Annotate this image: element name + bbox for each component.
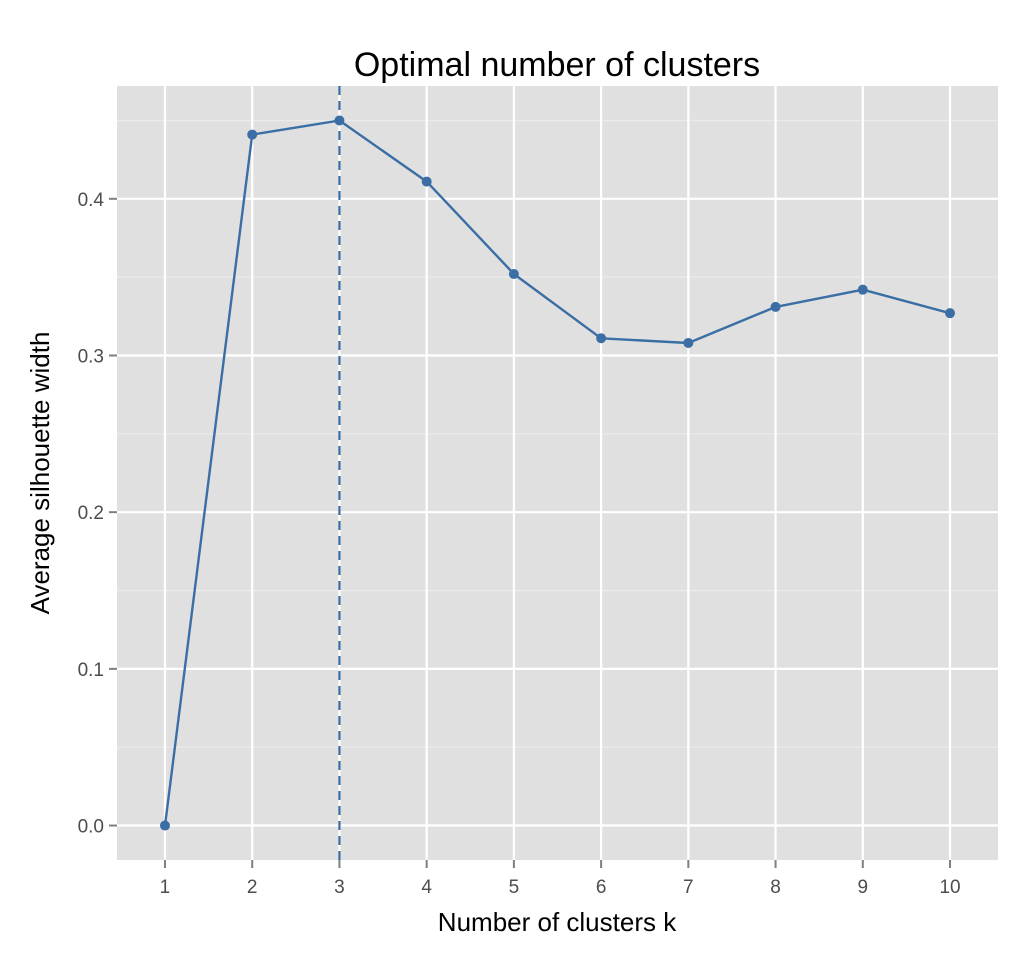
y-tick-label: 0.1 xyxy=(78,660,104,681)
data-point xyxy=(857,284,868,295)
x-tick-label: 9 xyxy=(858,877,869,898)
data-point xyxy=(159,820,170,831)
y-tick-label: 0.0 xyxy=(78,817,104,838)
data-point xyxy=(770,301,781,312)
plot-panel xyxy=(117,86,998,860)
data-point xyxy=(596,333,607,344)
x-tick-label: 4 xyxy=(421,877,432,898)
chart-title: Optimal number of clusters xyxy=(354,46,760,84)
minor-gridlines xyxy=(117,119,998,748)
data-point xyxy=(508,269,519,280)
data-point xyxy=(421,176,432,187)
series-layer xyxy=(159,115,956,831)
x-axis-ticks: 1 2 3 4 5 6 7 8 9 10 xyxy=(160,860,961,898)
x-axis-title: Number of clusters k xyxy=(438,907,677,937)
series-line xyxy=(163,119,951,826)
y-axis-ticks: 0.0 0.1 0.2 0.3 0.4 xyxy=(78,190,117,838)
x-tick-label: 5 xyxy=(509,877,520,898)
y-tick-label: 0.3 xyxy=(78,346,104,367)
data-point xyxy=(334,115,345,126)
data-point xyxy=(945,308,956,319)
y-axis-title: Average silhouette width xyxy=(25,332,55,615)
x-tick-label: 2 xyxy=(247,877,258,898)
x-tick-label: 7 xyxy=(683,877,694,898)
x-tick-label: 3 xyxy=(334,877,345,898)
x-tick-label: 6 xyxy=(596,877,607,898)
x-tick-label: 10 xyxy=(939,877,960,898)
y-tick-label: 0.2 xyxy=(78,503,104,524)
y-tick-label: 0.4 xyxy=(78,190,105,211)
x-tick-label: 8 xyxy=(770,877,781,898)
data-point xyxy=(683,337,694,348)
x-tick-label: 1 xyxy=(160,877,171,898)
data-point xyxy=(247,129,258,140)
